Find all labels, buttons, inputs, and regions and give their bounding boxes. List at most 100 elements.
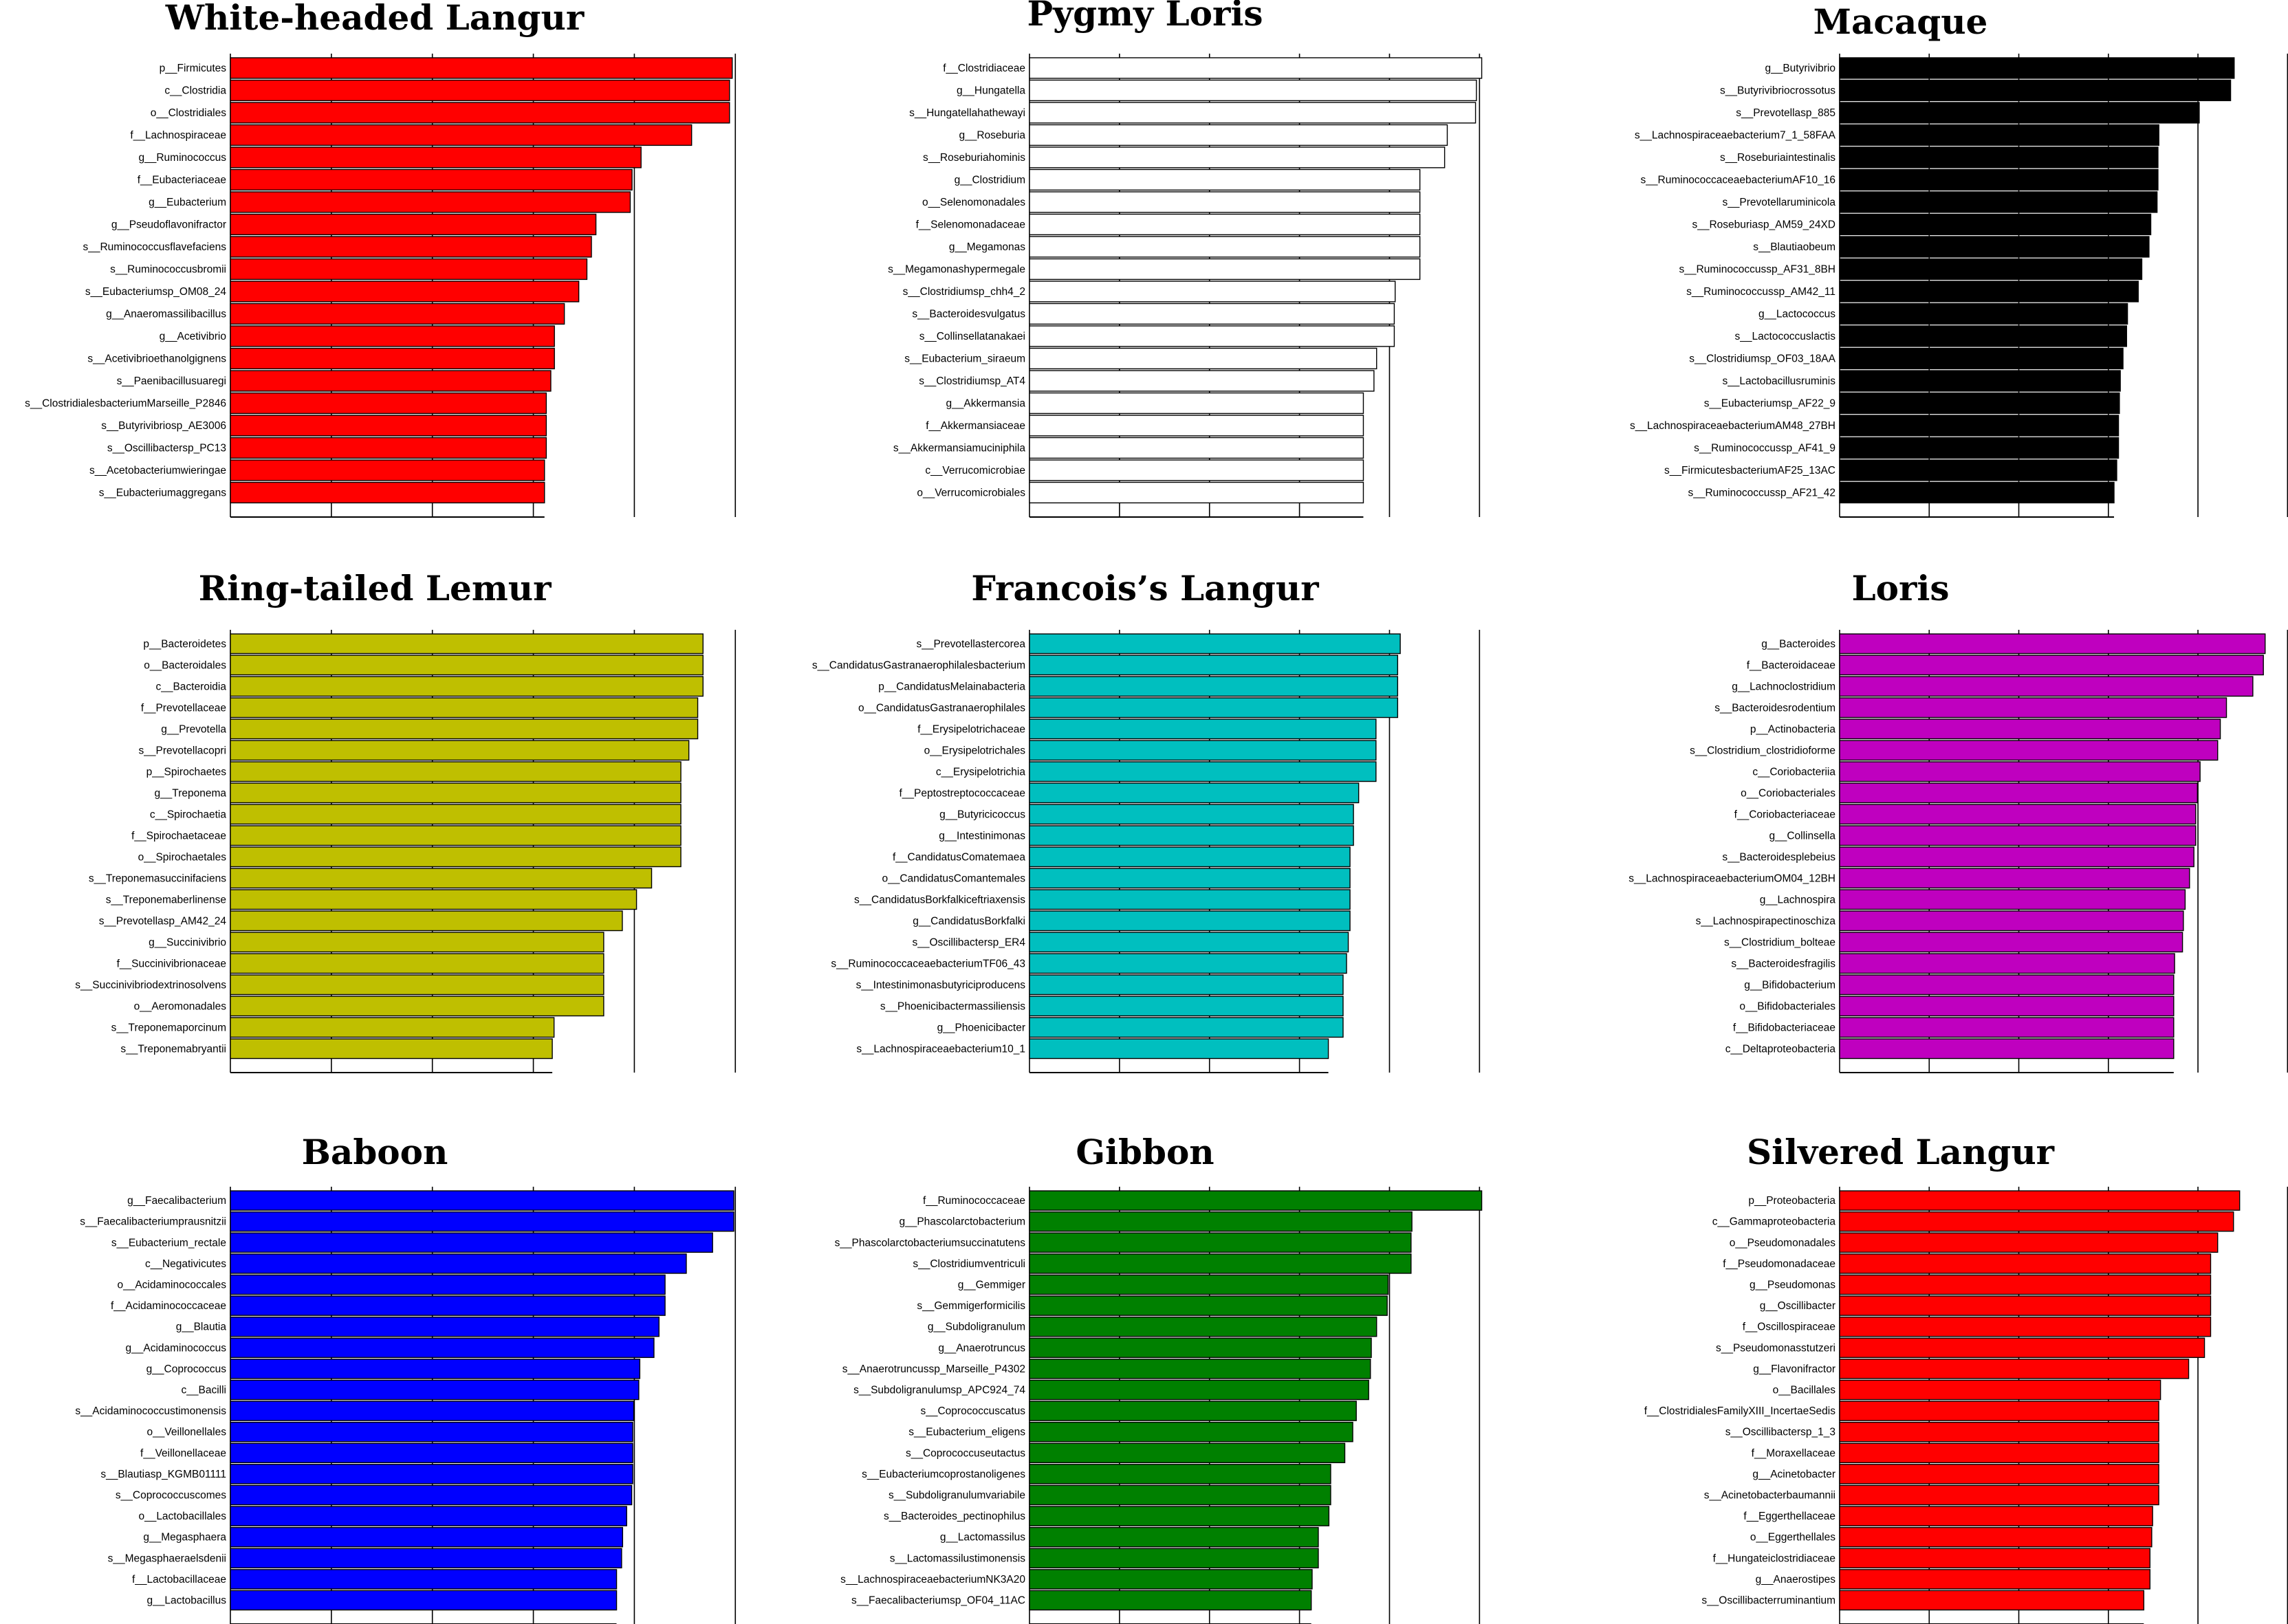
category-label: s__Clostridiumsp_AT4 (919, 375, 1025, 387)
bar (1029, 1569, 1313, 1590)
category-label: f__Veillonellaceae (140, 1447, 226, 1459)
bar (1029, 868, 1351, 889)
bar (1029, 1359, 1371, 1379)
bar (1029, 1232, 1412, 1253)
category-label: c__Bacteroidia (155, 681, 226, 692)
bar (1029, 1316, 1377, 1337)
chart-title: Francois’s Langur (971, 568, 1319, 608)
category-label: f__Erysipelotrichaceae (917, 723, 1025, 735)
bar (1029, 1548, 1319, 1569)
category-label: o__Acidaminococcales (117, 1279, 226, 1291)
chart-title: Silvered Langur (1746, 1132, 2055, 1172)
category-label: s__CandidatusBorkfalkiceftriaxensis (854, 894, 1025, 906)
category-label: s__Lachnospiraceaebacterium7_1_58FAA (1635, 129, 1836, 141)
bar (1029, 718, 1377, 740)
bar (1029, 1484, 1331, 1506)
category-label: f__Succinivibrionaceae (117, 958, 226, 969)
bar (1839, 1484, 2159, 1506)
category-label: s__Clostridiumsp_chh4_2 (903, 286, 1025, 298)
bar (230, 676, 704, 697)
category-label: g__Acinetobacter (1752, 1469, 1835, 1480)
category-label: f__ClostridialesFamilyXIII_IncertaeSedis (1644, 1405, 1836, 1417)
bar (230, 804, 682, 825)
bar (230, 57, 733, 79)
bar (1839, 868, 2190, 889)
bar (1029, 1211, 1413, 1232)
bar (1839, 718, 2221, 740)
bar (1029, 804, 1354, 825)
category-label: s__Blautiasp_KGMB01111 (100, 1469, 226, 1480)
category-label: g__Pseudoflavonifractor (111, 219, 226, 230)
category-label: s__Ruminococcussp_AF31_8BH (1679, 263, 1835, 275)
category-label: s__RuminococcaceaebacteriumTF06_43 (831, 958, 1025, 969)
category-label: s__Bacteroides_pectinophilus (884, 1511, 1025, 1522)
category-label: g__Lachnoclostridium (1732, 681, 1835, 692)
category-label: f__Acidaminococcaceae (111, 1300, 226, 1312)
bar (1029, 1421, 1353, 1442)
category-label: c__Deltaproteobacteria (1725, 1043, 1836, 1055)
category-label: s__Megasphaeraelsdenii (108, 1552, 226, 1564)
category-label: c__Clostridia (164, 85, 226, 96)
category-label: s__Phascolarctobacteriumsuccinatutens (835, 1237, 1026, 1249)
bar (230, 124, 693, 146)
bar (230, 697, 699, 718)
category-label: s__Treponemaporcinum (111, 1022, 226, 1033)
bar (1029, 459, 1364, 481)
bar (1839, 459, 2117, 481)
bar (1029, 1464, 1331, 1484)
bar (1839, 1232, 2219, 1253)
category-label: g__Bacteroides (1761, 638, 1835, 650)
category-label: c__Coriobacteriia (1752, 766, 1835, 778)
category-label: f__Eubacteriaceae (138, 174, 226, 186)
bar (230, 825, 682, 846)
bar (1839, 1569, 2150, 1590)
bar (1029, 740, 1377, 761)
bar (1839, 804, 2197, 825)
bar (1839, 697, 2227, 718)
bar (1029, 281, 1396, 303)
bar (1839, 996, 2175, 1017)
bar (1029, 633, 1401, 655)
category-label: s__Subdoligranulumsp_APC924_74 (853, 1384, 1025, 1396)
category-label: f__Pseudomonadaceae (1723, 1258, 1835, 1270)
category-label: g__Eubacterium (149, 197, 226, 208)
category-label: s__RuminococcaceaebacteriumAF10_16 (1641, 174, 1835, 186)
category-label: g__Acidaminococcus (126, 1342, 227, 1354)
bar (230, 1401, 635, 1421)
chart-panel-silvered-langur: Silvered Langur (1513, 1128, 2288, 1177)
bar (1029, 124, 1448, 146)
chart-panel-pygmy-loris: Pygmy Loris (770, 0, 1520, 39)
category-label: g__Treponema (154, 787, 226, 799)
bar (1839, 1379, 2161, 1401)
bar (230, 191, 631, 213)
bar (1029, 1017, 1344, 1038)
category-label: g__Flavonifractor (1753, 1363, 1835, 1375)
bar (1839, 1017, 2175, 1038)
bar (230, 1253, 687, 1274)
category-label: f__Spirochaetaceae (131, 830, 226, 842)
category-label: g__Anaerostipes (1756, 1574, 1836, 1585)
bar (1029, 910, 1351, 932)
category-label: s__LachnospiraceaebacteriumAM48_27BH (1630, 420, 1835, 432)
category-label: p__Bacteroidetes (143, 638, 226, 650)
bar (1839, 57, 2235, 79)
bar (230, 953, 604, 974)
bar (230, 1590, 618, 1611)
category-label: f__Peptostreptococcaceae (899, 787, 1025, 799)
bar (1029, 974, 1344, 996)
bar (230, 459, 545, 481)
bar (1839, 281, 2139, 303)
bar (230, 1190, 734, 1211)
category-label: f__Oscillospiraceae (1743, 1321, 1835, 1333)
chart-panel-macaque: Macaque (1513, 0, 2288, 47)
bar (1839, 974, 2175, 996)
category-label: s__Ruminococcusbromii (110, 263, 226, 275)
bar (230, 1337, 655, 1359)
bar (1839, 1359, 2190, 1379)
bar (1839, 1253, 2212, 1274)
